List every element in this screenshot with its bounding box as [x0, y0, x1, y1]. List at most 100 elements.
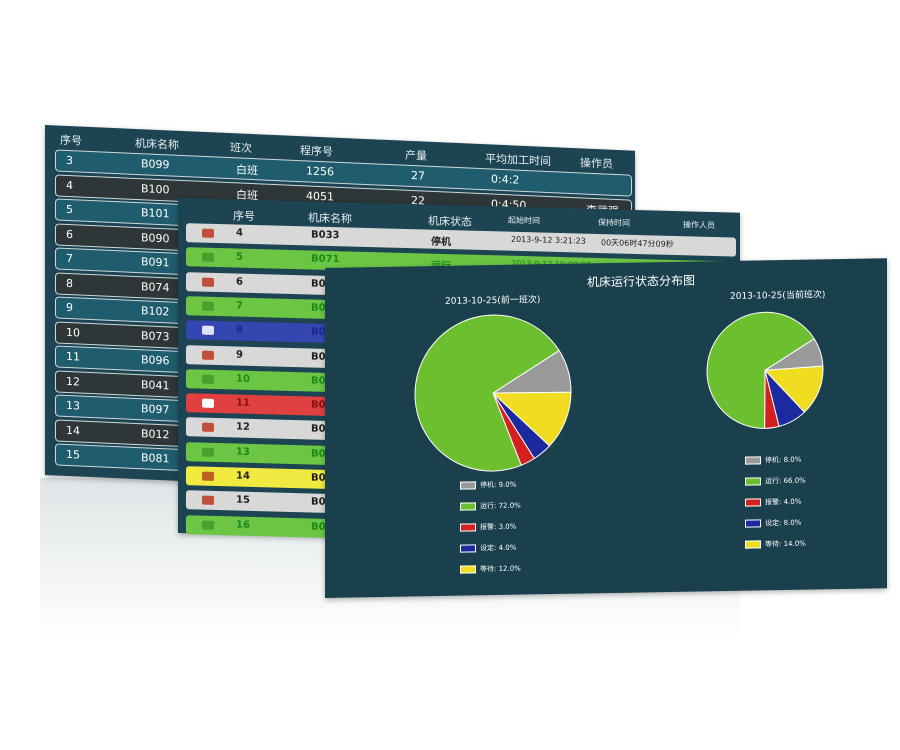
pie-charts — [414, 311, 824, 473]
cell-no: 15 — [236, 494, 250, 507]
legend-label: 停机 — [765, 456, 779, 465]
legend-label: 运行 — [765, 477, 779, 486]
cell-name: B0 — [311, 326, 326, 339]
legend-value: 14.0% — [783, 539, 806, 548]
column-header: 平均加工时间 — [485, 152, 551, 169]
column-header: 序号 — [233, 209, 255, 224]
cell-no: 11 — [66, 349, 80, 364]
legend-label: 设定 — [765, 519, 779, 528]
cell-no: 12 — [236, 421, 250, 434]
legend-label: 报警 — [765, 498, 779, 507]
cell-name: B073 — [141, 328, 170, 343]
legend-item: 停机: 8.0% — [745, 455, 801, 466]
run-icon — [202, 374, 214, 384]
cell-no: 8 — [66, 276, 73, 290]
stop-icon — [202, 423, 214, 433]
pie-slice-1[interactable] — [706, 311, 815, 429]
cell-no: 6 — [66, 227, 73, 241]
run-icon — [202, 447, 214, 457]
cell-no: 9 — [236, 349, 243, 361]
cell-name: B012 — [141, 426, 170, 441]
cell-no: 16 — [236, 519, 250, 531]
legend-item: 运行: 72.0% — [460, 501, 521, 512]
cell-no: 10 — [66, 325, 80, 340]
cell-shift: 白班 — [236, 163, 258, 178]
run-icon — [202, 520, 214, 530]
legend-item: 等待: 12.0% — [460, 564, 521, 575]
cell-name: B0 — [311, 472, 326, 484]
legend-swatch — [745, 456, 761, 465]
cell-qty: 27 — [411, 168, 425, 183]
cell-no: 13 — [236, 446, 250, 458]
cell-no: 5 — [66, 202, 73, 217]
cell-no: 14 — [66, 423, 80, 438]
legend-swatch — [460, 544, 476, 553]
cell-name: B099 — [141, 157, 170, 172]
pie-slice-1[interactable] — [414, 314, 560, 473]
column-header: 机床名称 — [308, 211, 352, 226]
legend-item: 等待: 14.0% — [745, 539, 806, 550]
cell-no: 15 — [66, 447, 80, 462]
legend-item: 报警: 3.0% — [460, 522, 516, 533]
cell-name: B041 — [141, 377, 170, 392]
legend-label: 等待 — [480, 565, 494, 574]
legend-item: 运行: 66.0% — [745, 476, 806, 487]
run-icon — [202, 301, 214, 311]
cell-name: B096 — [141, 353, 170, 368]
cell-no: 9 — [66, 300, 73, 315]
cell-dur: 00天06时47分09秒 — [601, 238, 674, 249]
legend-swatch — [745, 540, 761, 549]
legend-swatch — [745, 498, 761, 507]
cell-no: 3 — [66, 153, 73, 168]
run-icon — [202, 252, 214, 263]
legend-label: 运行 — [480, 502, 494, 511]
column-header: 班次 — [230, 141, 252, 156]
legend-swatch — [745, 519, 761, 528]
cell-no: 7 — [236, 300, 243, 312]
legend-value: 66.0% — [783, 476, 806, 485]
stop-icon — [202, 350, 214, 360]
legend-value: 72.0% — [498, 501, 521, 510]
legend-label: 等待 — [765, 540, 779, 549]
status-distribution-screen: 机床运行状态分布图 2013-10-25(前一班次) 停机: 9.0% 运行: 72… — [325, 258, 887, 598]
cell-start: 2013-9-12 3:21:23 — [511, 234, 586, 246]
setup-icon — [202, 325, 214, 336]
legend-value: 12.0% — [498, 564, 521, 573]
cell-name: B090 — [141, 230, 170, 245]
legend-swatch — [745, 477, 761, 486]
pie-title: 2013-10-25(当前班次) — [730, 290, 826, 302]
column-header: 操作员 — [580, 156, 613, 171]
cell-name: B0 — [311, 302, 326, 314]
cell-name: B0 — [311, 521, 326, 533]
cell-name: B071 — [311, 253, 340, 266]
column-header: 产量 — [405, 148, 427, 163]
pie-slice-4[interactable] — [763, 365, 824, 413]
legend-item: 报警: 4.0% — [745, 497, 801, 508]
legend-value: 8.0% — [783, 455, 802, 464]
cell-prog: 1256 — [306, 164, 334, 179]
pie-title: 2013-10-25(前一班次) — [445, 295, 541, 307]
alarm-icon — [202, 398, 214, 409]
cell-no: 4 — [236, 227, 243, 239]
column-header: 机床状态 — [428, 214, 472, 229]
cell-name: B081 — [141, 451, 170, 466]
cell-name: B0 — [311, 350, 326, 363]
cell-no: 7 — [66, 251, 73, 266]
cell-name: B0 — [311, 423, 326, 436]
cell-no: 4 — [66, 178, 73, 192]
cell-name: B091 — [141, 255, 170, 270]
cell-name: B0 — [311, 448, 326, 460]
cell-no: 12 — [66, 374, 80, 389]
stop-icon — [202, 495, 214, 506]
legend-value: 3.0% — [498, 522, 517, 531]
legend-swatch — [460, 523, 476, 532]
cell-no: 8 — [236, 324, 243, 336]
column-header: 保持时间 — [598, 217, 630, 228]
cell-name: B102 — [141, 304, 170, 319]
cell-no: 10 — [236, 373, 250, 385]
cell-name: B100 — [141, 181, 170, 196]
cell-name: B0 — [311, 375, 326, 387]
cell-no: 14 — [236, 470, 250, 482]
cell-no: 5 — [236, 251, 243, 263]
cell-name: B097 — [141, 402, 170, 417]
